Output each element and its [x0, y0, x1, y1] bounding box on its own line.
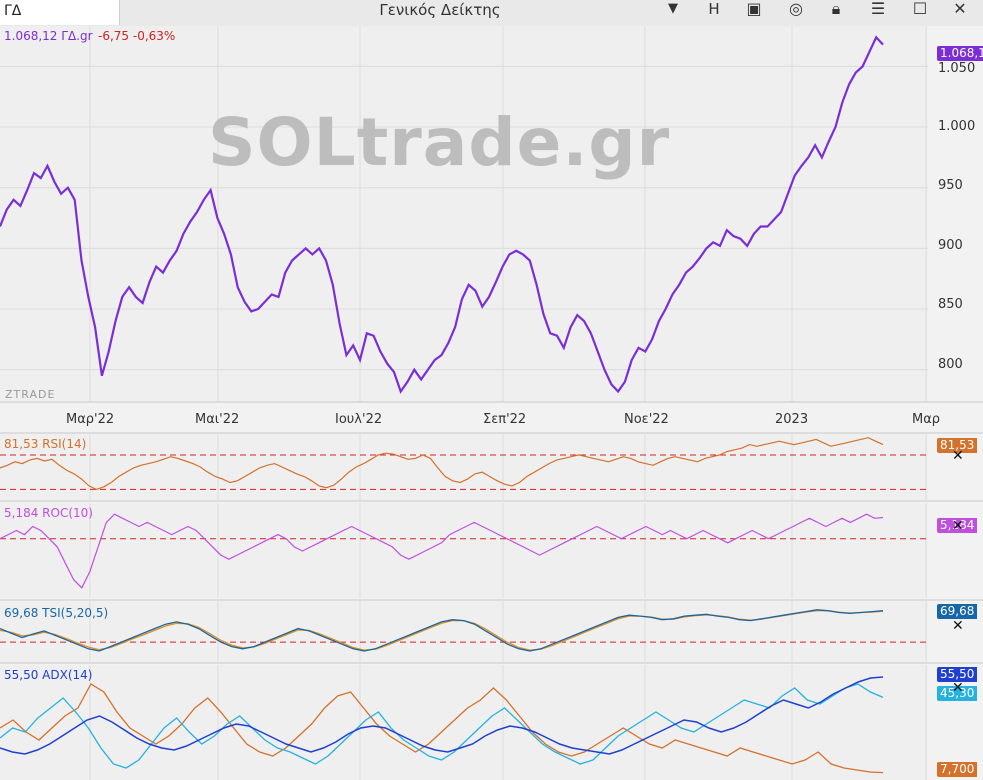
rsi-label: 81,53 RSI(14)	[4, 437, 87, 451]
roc-panel[interactable]	[0, 503, 928, 598]
x-tick: Μαι'22	[195, 412, 240, 427]
tsi-line	[0, 609, 884, 652]
adx-close-icon[interactable]: ✕	[952, 680, 964, 696]
sync-icon[interactable]: ◎	[789, 0, 803, 18]
adx-line	[0, 676, 884, 755]
h-button[interactable]: H	[708, 0, 720, 18]
roc-badge: 5,184	[937, 518, 978, 533]
menu-icon[interactable]: ☰	[870, 0, 886, 18]
price-value-label: 1.068,12 ΓΔ.gr	[4, 29, 93, 43]
price-panel[interactable]	[0, 26, 928, 402]
x-tick: Μαρ	[912, 412, 941, 427]
y-tick: 1.000	[938, 119, 976, 134]
y-tick: 950	[938, 178, 963, 193]
toolbar: ΓΔ Γενικός Δείκτης ▼ H ▣ ◎ 🔒︎ ☰ ☐ ✕	[0, 0, 983, 27]
close-icon[interactable]: ✕	[953, 0, 967, 18]
roc-close-icon[interactable]: ✕	[952, 518, 964, 534]
mdi-badge: 7,700	[937, 762, 978, 777]
y-tick: 1.050	[938, 61, 976, 76]
tsi-badge: 69,68	[937, 604, 978, 619]
symbol-input[interactable]: ΓΔ	[0, 0, 120, 25]
rsi-line	[0, 437, 884, 491]
x-tick: Μαρ'22	[66, 412, 115, 427]
tsi-signal-line	[0, 610, 884, 651]
note-icon[interactable]: ▣	[746, 0, 762, 18]
adx-label: 55,50 ADX(14)	[4, 668, 93, 682]
adx-badge: 55,50	[937, 667, 978, 682]
minus-di-line	[0, 683, 884, 774]
y-tick: 900	[938, 238, 963, 253]
x-tick: Ιουλ'22	[335, 412, 383, 427]
adx-panel[interactable]	[0, 665, 928, 780]
tsi-close-icon[interactable]: ✕	[952, 618, 964, 634]
dropdown-arrow-icon[interactable]: ▼	[668, 1, 678, 16]
roc-line	[0, 513, 884, 589]
price-line	[0, 35, 884, 394]
lock-icon[interactable]: 🔒︎	[831, 0, 841, 18]
x-tick: Νοε'22	[624, 412, 669, 427]
tsi-label: 69,68 TSI(5,20,5)	[4, 606, 109, 620]
ztrade-logo: ZTRADE	[5, 388, 56, 401]
tsi-panel[interactable]	[0, 601, 928, 662]
maximize-icon[interactable]: ☐	[912, 0, 928, 18]
plus-di-line	[0, 683, 884, 769]
rsi-close-icon[interactable]: ✕	[952, 448, 964, 464]
rsi-badge: 81,53	[937, 438, 978, 453]
price-last-badge: 1.068,12	[937, 46, 983, 61]
pdi-badge: 45,30	[937, 686, 978, 701]
price-axis	[928, 26, 983, 402]
y-tick: 800	[938, 357, 963, 372]
chart-title: Γενικός Δείκτης	[379, 1, 501, 19]
watermark: SOLtrade.gr	[208, 104, 671, 181]
x-tick: Σεπ'22	[483, 412, 527, 427]
price-change-label: -6,75 -0,63%	[98, 29, 176, 43]
roc-label: 5,184 ROC(10)	[4, 506, 93, 520]
y-tick: 850	[938, 297, 963, 312]
x-tick: 2023	[775, 412, 809, 427]
